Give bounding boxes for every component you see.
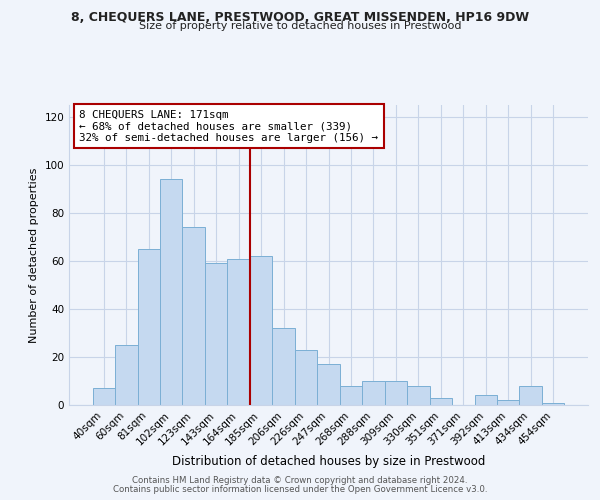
Bar bbox=[250, 256, 272, 405]
Bar bbox=[182, 228, 205, 405]
Text: Size of property relative to detached houses in Prestwood: Size of property relative to detached ho… bbox=[139, 21, 461, 31]
Bar bbox=[317, 364, 340, 405]
Bar bbox=[340, 386, 362, 405]
X-axis label: Distribution of detached houses by size in Prestwood: Distribution of detached houses by size … bbox=[172, 455, 485, 468]
Bar bbox=[92, 388, 115, 405]
Text: Contains HM Land Registry data © Crown copyright and database right 2024.: Contains HM Land Registry data © Crown c… bbox=[132, 476, 468, 485]
Bar bbox=[520, 386, 542, 405]
Bar bbox=[115, 345, 137, 405]
Bar bbox=[430, 398, 452, 405]
Bar bbox=[475, 396, 497, 405]
Bar bbox=[497, 400, 520, 405]
Text: Contains public sector information licensed under the Open Government Licence v3: Contains public sector information licen… bbox=[113, 485, 487, 494]
Bar bbox=[385, 381, 407, 405]
Bar bbox=[227, 258, 250, 405]
Bar bbox=[205, 264, 227, 405]
Bar bbox=[160, 180, 182, 405]
Bar bbox=[137, 249, 160, 405]
Y-axis label: Number of detached properties: Number of detached properties bbox=[29, 168, 39, 342]
Bar bbox=[272, 328, 295, 405]
Bar bbox=[542, 402, 565, 405]
Bar bbox=[362, 381, 385, 405]
Text: 8 CHEQUERS LANE: 171sqm
← 68% of detached houses are smaller (339)
32% of semi-d: 8 CHEQUERS LANE: 171sqm ← 68% of detache… bbox=[79, 110, 379, 142]
Bar bbox=[295, 350, 317, 405]
Text: 8, CHEQUERS LANE, PRESTWOOD, GREAT MISSENDEN, HP16 9DW: 8, CHEQUERS LANE, PRESTWOOD, GREAT MISSE… bbox=[71, 11, 529, 24]
Bar bbox=[407, 386, 430, 405]
